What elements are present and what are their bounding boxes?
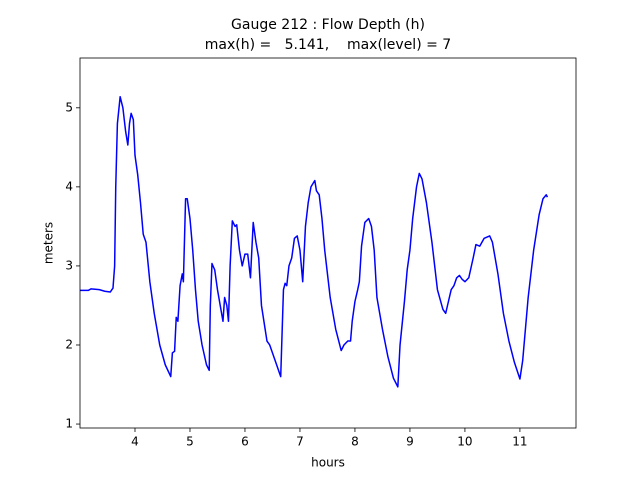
y-tick-label: 4	[65, 179, 73, 193]
x-tick-label: 6	[241, 435, 249, 449]
x-tick-label: 4	[131, 435, 139, 449]
x-tick-label: 10	[457, 435, 472, 449]
y-tick-label: 1	[65, 417, 73, 431]
y-tick-label: 3	[65, 258, 73, 272]
x-tick-label: 7	[296, 435, 304, 449]
x-tick-label: 11	[512, 435, 527, 449]
plot-frame	[79, 57, 577, 429]
y-tick-label: 2	[65, 337, 73, 351]
y-tick-label: 5	[65, 100, 73, 114]
chart-subtitle: max(h) = 5.141, max(level) = 7	[205, 37, 451, 53]
x-tick-label: 5	[186, 435, 194, 449]
chart-title: Gauge 212 : Flow Depth (h)	[231, 17, 425, 33]
x-tick-label: 8	[351, 435, 359, 449]
data-line	[80, 95, 549, 388]
y-axis-label: meters	[42, 222, 56, 264]
x-tick-label: 9	[406, 435, 414, 449]
x-axis-label: hours	[311, 456, 345, 470]
